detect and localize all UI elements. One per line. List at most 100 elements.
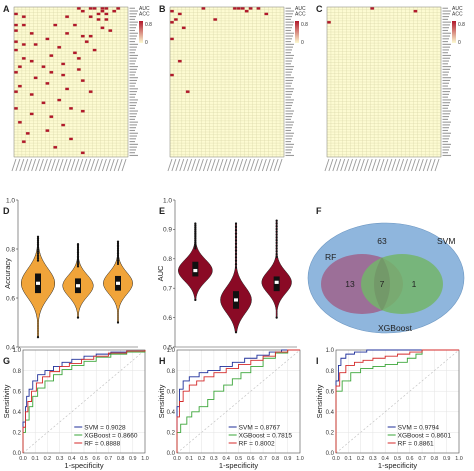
outlier-point xyxy=(194,233,197,237)
outlier-point xyxy=(116,243,120,247)
y-tick-label: 0.4 xyxy=(13,410,22,416)
row-label-mark xyxy=(285,10,294,12)
outlier-point xyxy=(76,246,80,249)
y-tick-label: 0.9 xyxy=(163,227,172,234)
heatmap-cell xyxy=(21,140,26,144)
x-tick-label: 1.0 xyxy=(455,456,463,462)
row-label-mark xyxy=(285,146,293,148)
heatmap-frame xyxy=(326,6,442,158)
heatmap-cell xyxy=(45,82,50,85)
row-label-mark xyxy=(285,113,293,115)
column-label-mark xyxy=(202,158,208,172)
median-marker xyxy=(234,298,238,302)
row-label-mark xyxy=(442,141,448,143)
x-tick-label: 0.6 xyxy=(92,456,100,462)
y-tick-label: 0.0 xyxy=(326,451,335,457)
outlier-point xyxy=(194,224,197,227)
outlier-point xyxy=(275,236,278,239)
column-label-mark xyxy=(70,158,76,172)
outlier-point xyxy=(194,230,197,233)
row-label-mark xyxy=(285,43,294,45)
heatmap-cell xyxy=(49,70,54,74)
column-label-mark xyxy=(391,158,397,172)
row-label-mark xyxy=(285,135,293,137)
y-tick-label: 0.6 xyxy=(13,389,22,395)
row-label-mark xyxy=(129,149,136,151)
column-label-mark xyxy=(31,158,37,172)
row-label-mark xyxy=(285,88,294,90)
row-label-mark xyxy=(285,79,293,82)
y-axis-label: AUC xyxy=(156,265,165,281)
outlier-point xyxy=(76,258,80,261)
column-label-mark xyxy=(105,158,111,172)
column-label-mark xyxy=(238,158,244,172)
x-axis-label: 1-specificity xyxy=(64,461,103,470)
column-label-mark xyxy=(39,158,44,172)
row-label-mark xyxy=(129,66,138,68)
heatmap-frame xyxy=(13,6,129,158)
row-label-mark xyxy=(442,35,450,37)
outlier-point xyxy=(194,243,197,246)
heatmap-cell xyxy=(177,59,182,63)
row-label-mark xyxy=(129,35,137,37)
diagonal-reference xyxy=(22,349,146,454)
column-label-mark xyxy=(62,158,68,172)
x-tick-label: 0.0 xyxy=(19,456,27,462)
roc-curve xyxy=(22,350,146,453)
outlier-point xyxy=(194,247,197,250)
outlier-point xyxy=(76,265,80,268)
x-tick-label: 0.9 xyxy=(129,456,137,462)
row-label-mark xyxy=(129,52,135,54)
y-tick-label: 0.8 xyxy=(6,246,15,253)
row-label-mark xyxy=(285,149,292,151)
heatmap-cell xyxy=(65,87,70,91)
row-label-mark xyxy=(285,57,293,59)
outlier-point xyxy=(275,316,278,319)
row-label-mark xyxy=(129,54,138,57)
heatmap-cell xyxy=(170,73,174,77)
outlier-point xyxy=(194,226,197,229)
outlier-point xyxy=(194,228,197,231)
heatmap-cell xyxy=(104,18,109,21)
outlier-point xyxy=(36,252,40,255)
heatmap-cell xyxy=(76,57,81,60)
column-label-mark xyxy=(50,158,56,172)
column-label-mark xyxy=(86,158,92,172)
column-label-mark xyxy=(328,158,334,172)
column-label-mark xyxy=(78,158,84,172)
row-label-mark xyxy=(442,146,450,148)
venn-count-rf-xgboost: 7 xyxy=(380,279,385,289)
outlier-point xyxy=(36,255,40,259)
outlier-point xyxy=(76,263,80,266)
outlier-point xyxy=(76,316,80,319)
heatmap-cell xyxy=(264,12,269,16)
outlier-point xyxy=(76,244,80,247)
heatmap-cell xyxy=(104,7,109,10)
heatmap-cell xyxy=(45,129,50,132)
outlier-point xyxy=(116,257,120,260)
column-label-mark xyxy=(198,158,204,172)
row-label-mark xyxy=(442,116,449,118)
column-label-mark xyxy=(82,158,88,172)
row-label-mark xyxy=(442,41,448,43)
row-label-mark xyxy=(129,13,137,15)
row-label-mark xyxy=(285,104,292,107)
column-label-mark xyxy=(113,158,119,172)
outlier-point xyxy=(234,225,238,229)
legend-tick-low: 0 xyxy=(458,40,461,46)
heatmap-cell xyxy=(80,109,85,113)
column-label-mark xyxy=(35,158,40,172)
row-label-mark xyxy=(129,21,138,23)
row-label-mark xyxy=(285,54,294,57)
row-label-mark xyxy=(129,41,135,43)
heatmap-cell xyxy=(14,23,18,27)
heatmap-cell xyxy=(14,70,18,74)
y-tick-label: 0.2 xyxy=(167,431,176,437)
outlier-point xyxy=(275,225,278,228)
row-label-mark xyxy=(442,93,449,95)
column-label-mark xyxy=(54,158,60,172)
row-label-mark xyxy=(129,143,138,145)
outlier-point xyxy=(36,244,40,248)
outlier-point xyxy=(234,246,238,249)
row-label-mark xyxy=(442,71,449,73)
